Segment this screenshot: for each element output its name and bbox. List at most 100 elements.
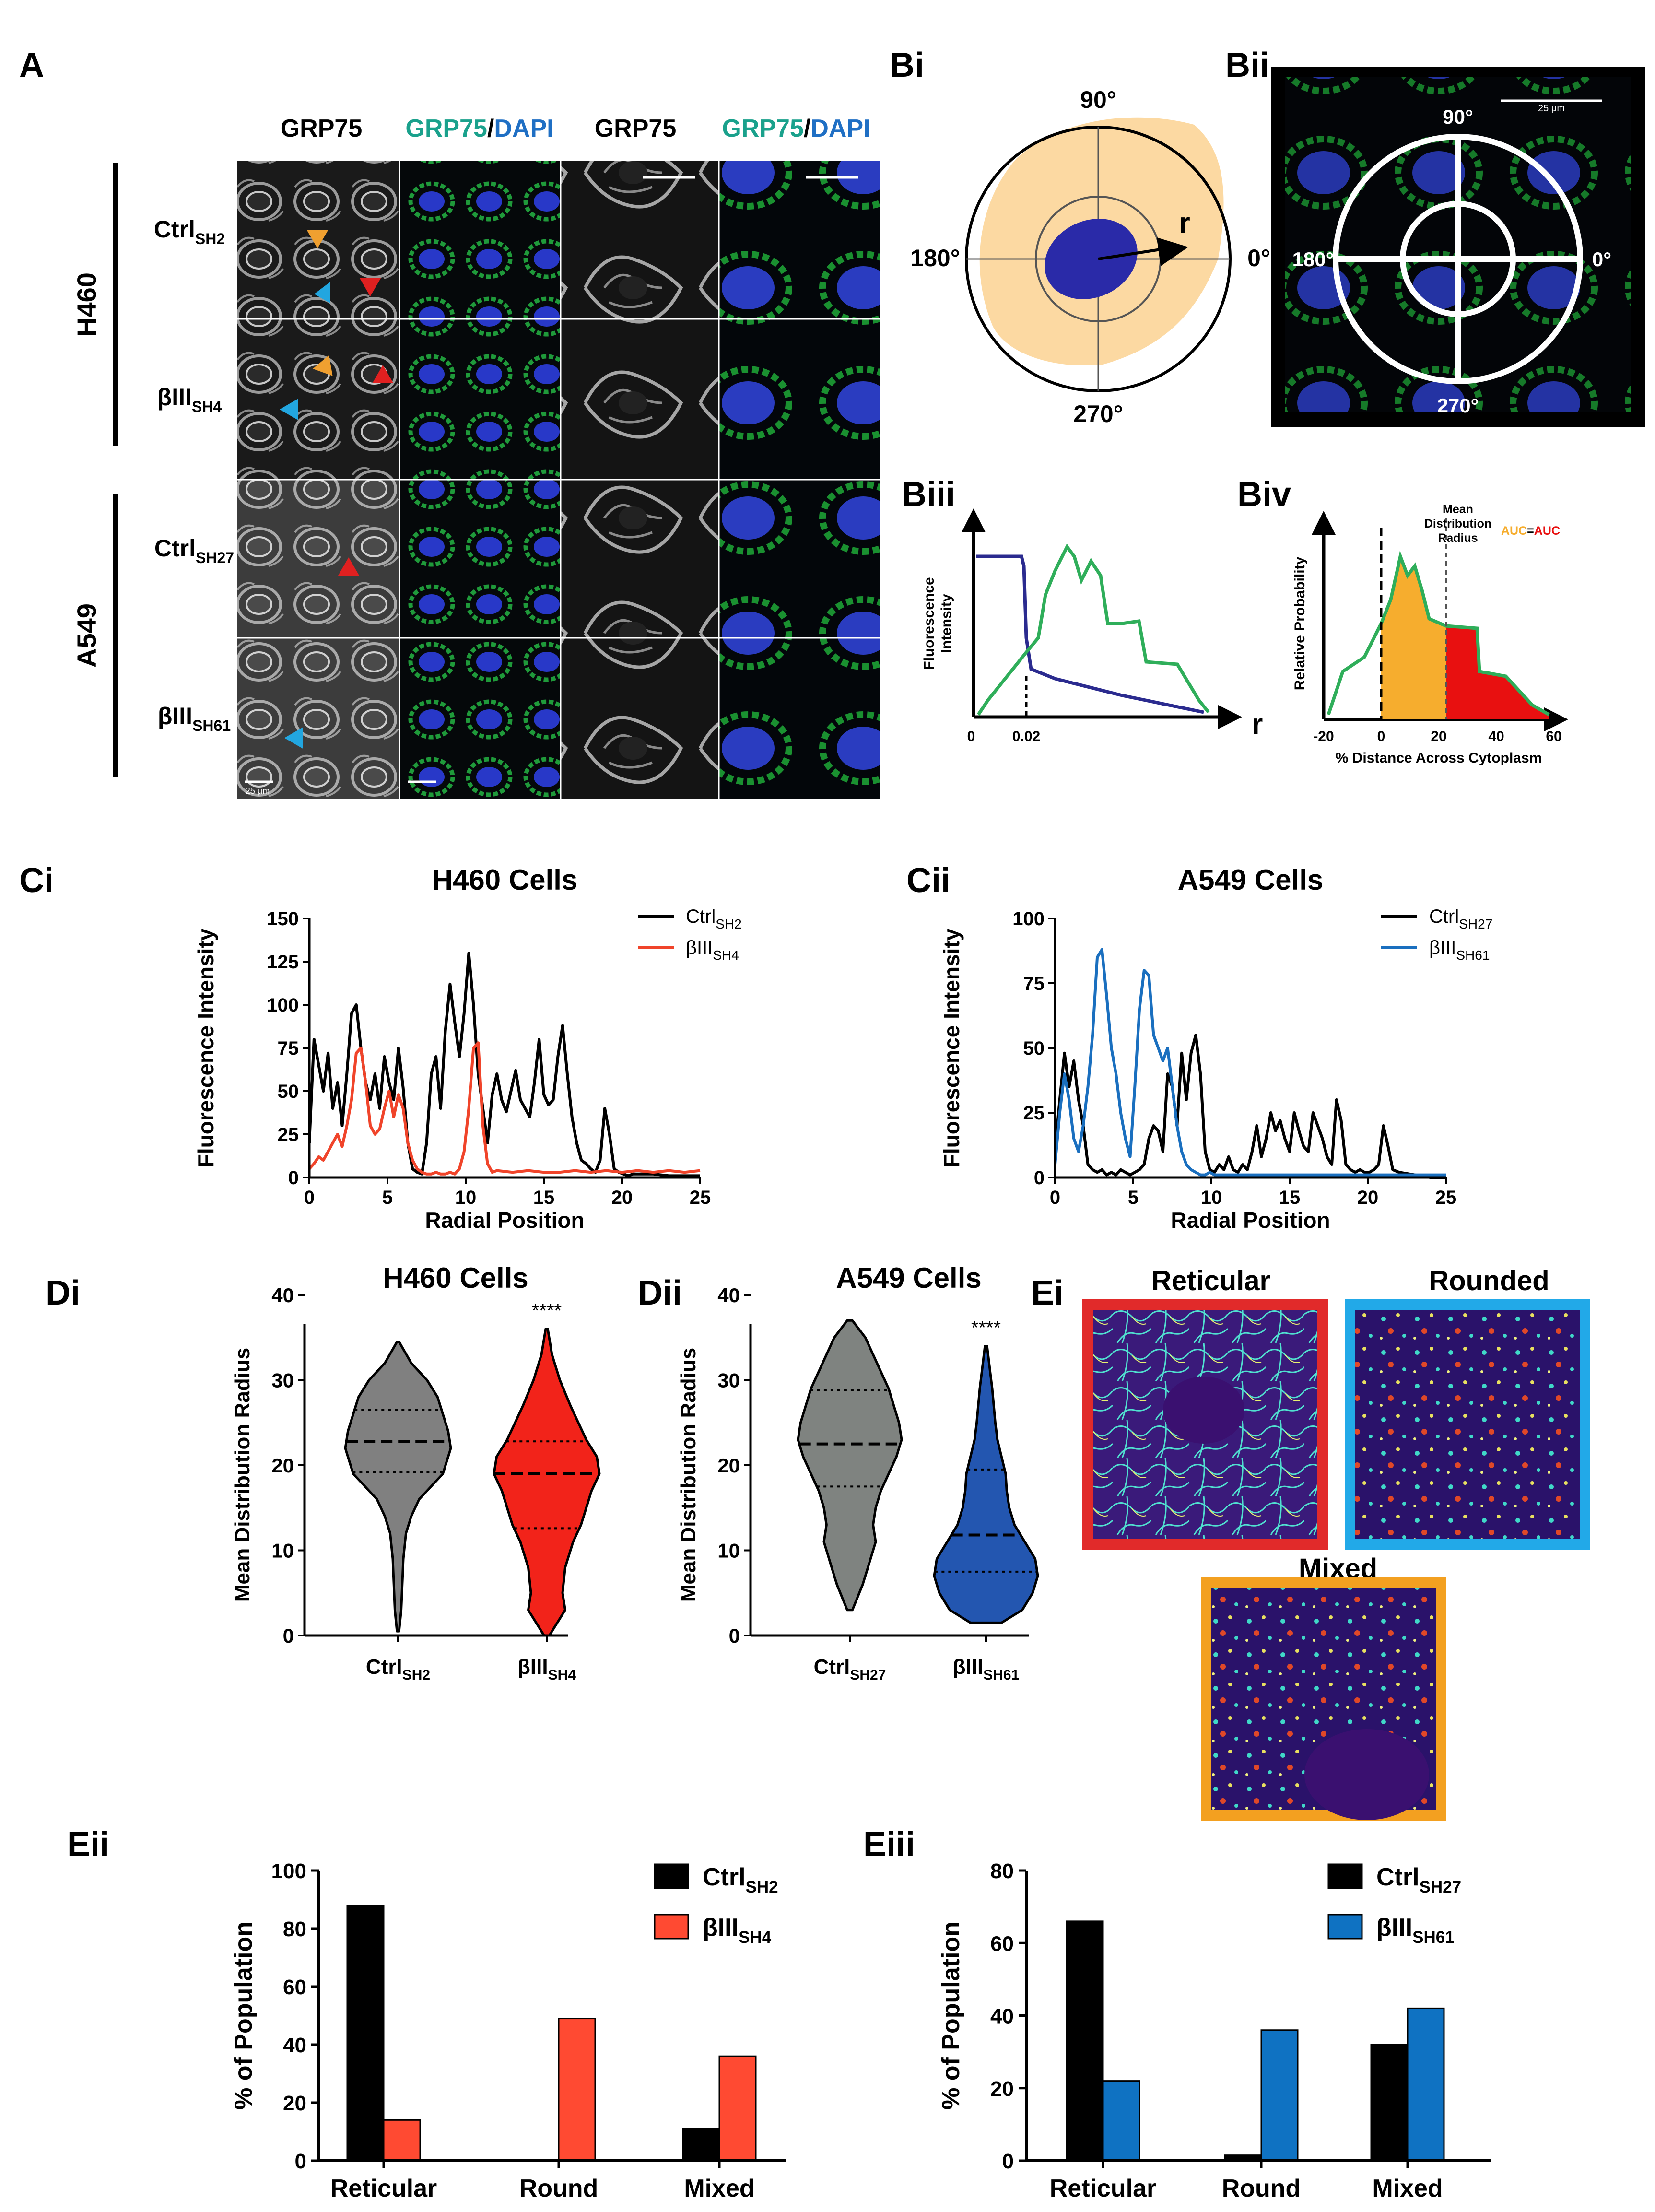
- bi-radius-label: r: [1179, 207, 1190, 239]
- bar: [1066, 1920, 1104, 2162]
- violin-body: [797, 1319, 903, 1612]
- x-category-label: Round: [1222, 2175, 1301, 2202]
- panel-label-a: A: [19, 46, 44, 84]
- x-axis-label: Radial Position: [425, 1208, 584, 1233]
- bi-angle-270: 270°: [1073, 400, 1123, 427]
- panel-bi: Bi 90° 180° 0° 270° r: [890, 46, 1270, 427]
- panel-label-eiii: Eiii: [863, 1825, 915, 1864]
- row-label-ctrl-sh2: CtrlSH2: [154, 216, 225, 247]
- bar: [1260, 2029, 1299, 2162]
- legend-label: CtrlSH2: [703, 1863, 778, 1896]
- x-tick-label: 0: [304, 1187, 315, 1208]
- y-tick-label: 0: [729, 1624, 740, 1647]
- y-tick-label: 40: [283, 2034, 306, 2057]
- bar: [1407, 2007, 1445, 2162]
- x-tick-label: 20: [1357, 1187, 1379, 1208]
- biv-ylabel: Relative Probability: [1292, 556, 1308, 690]
- biv-xlabel: % Distance Across Cytoplasm: [1336, 750, 1542, 766]
- chart-title: H460 Cells: [432, 864, 578, 896]
- nucleus-profile-line: [976, 554, 1204, 714]
- bii-angle-90: 90°: [1443, 106, 1473, 128]
- scale-bar-label: 25 μm: [246, 786, 270, 796]
- chart-dii: A549 Cells CtrlSH27 βIIISH61 **** 0 10 20 30 40 M…: [677, 1262, 1039, 1683]
- panel-label-biii: Biii: [902, 475, 955, 514]
- x-category-label: CtrlSH2: [366, 1655, 430, 1683]
- panel-label-di: Di: [46, 1274, 80, 1312]
- micrograph-grid: 25 μm: [237, 161, 880, 799]
- y-tick-label: 100: [1012, 908, 1045, 930]
- x-category-label: βIIISH61: [953, 1655, 1020, 1683]
- chart-title: A549 Cells: [1178, 864, 1324, 896]
- y-tick-label: 50: [278, 1081, 299, 1102]
- panel-label-biv: Biv: [1237, 475, 1291, 514]
- y-tick-label: 0: [1002, 2150, 1014, 2173]
- legend-label: βIIISH4: [686, 937, 739, 963]
- y-tick-label: 150: [267, 908, 299, 930]
- y-tick-label: 0: [283, 1624, 294, 1647]
- x-category-label: CtrlSH27: [814, 1655, 886, 1683]
- panel-label-ci: Ci: [19, 861, 54, 900]
- y-tick-label: 10: [271, 1540, 294, 1562]
- panel-ei: Reticular Rounded Mixed: [1082, 1265, 1590, 1821]
- chart-cii: A549 Cells 0 5 10 15 20 25 0 25 50 75 100 Radial Pos…: [939, 864, 1492, 1233]
- x-tick-label: 15: [1279, 1187, 1301, 1208]
- y-axis-label: % of Population: [937, 1921, 965, 2110]
- y-tick-label: 100: [267, 995, 299, 1016]
- chart-eiii: Reticular Round Mixed 0 20 40 60 80 % of Populat…: [937, 1859, 1491, 2202]
- y-tick-label: 80: [990, 1859, 1014, 1883]
- y-tick-label: 0: [288, 1167, 299, 1188]
- y-tick-label: 30: [717, 1369, 740, 1392]
- x-tick-label: 0: [1050, 1187, 1060, 1208]
- y-tick-label: 40: [717, 1284, 740, 1306]
- x-tick-label: 5: [382, 1187, 393, 1208]
- x-category-label: Reticular: [1050, 2175, 1157, 2202]
- panel-label-cii: Cii: [906, 861, 951, 900]
- y-tick-label: 25: [1023, 1103, 1045, 1124]
- biv-xtick: 20: [1431, 729, 1446, 744]
- y-tick-label: 20: [271, 1454, 294, 1477]
- legend-label: CtrlSH2: [686, 906, 742, 931]
- legend-swatch: [1327, 1863, 1363, 1889]
- legend-label: CtrlSH27: [1429, 906, 1492, 931]
- bi-angle-180: 180°: [910, 245, 960, 271]
- y-tick-label: 20: [717, 1454, 740, 1477]
- y-axis-label: Mean Distribution Radius: [677, 1348, 700, 1602]
- y-tick-label: 25: [278, 1124, 299, 1145]
- series-line: [308, 1041, 701, 1176]
- violin-body: [933, 1345, 1039, 1624]
- bracket-h460: [113, 163, 118, 446]
- x-category-label: Mixed: [684, 2175, 754, 2202]
- y-tick-label: 40: [271, 1284, 294, 1306]
- y-axis-label: Fluorescence Intensity: [193, 928, 218, 1167]
- biv-xtick: 60: [1546, 729, 1561, 744]
- bar: [558, 2018, 596, 2162]
- row-label-ctrl-sh27: CtrlSH27: [154, 535, 234, 566]
- y-tick-label: 20: [990, 2077, 1014, 2101]
- series-line: [1054, 1034, 1446, 1179]
- violin-body: [493, 1328, 601, 1637]
- significance-stars: ****: [532, 1300, 562, 1321]
- bii-angle-180: 180°: [1292, 248, 1334, 271]
- y-tick-label: 10: [717, 1540, 740, 1562]
- chart-ci: H460 Cells 0 5 10 15 20 25 0 25 50 75 100 125 150 Radi…: [193, 864, 742, 1233]
- biii-tick-0: 0: [967, 729, 975, 744]
- y-tick-label: 50: [1023, 1038, 1045, 1059]
- row-label-b3-sh4: βIIISH4: [157, 384, 222, 415]
- ei-title-rounded: Rounded: [1429, 1265, 1549, 1296]
- chart-title: H460 Cells: [383, 1262, 528, 1294]
- nucleus-shape: [1045, 219, 1138, 299]
- bar: [346, 1905, 385, 2162]
- col-header-grp75-2: GRP75: [595, 115, 677, 142]
- radius-arrow: [1157, 237, 1188, 266]
- panel-label-bi: Bi: [890, 46, 924, 84]
- x-tick-label: 20: [611, 1187, 633, 1208]
- violin-body: [344, 1341, 452, 1633]
- bar: [1370, 2044, 1409, 2162]
- bar: [718, 2055, 757, 2162]
- ei-rounded-image: [1345, 1299, 1590, 1550]
- series-line: [308, 952, 700, 1177]
- y-tick-label: 60: [990, 1932, 1014, 1955]
- series-line: [1054, 948, 1446, 1177]
- chart-title: A549 Cells: [836, 1262, 982, 1294]
- y-tick-label: 75: [278, 1038, 299, 1059]
